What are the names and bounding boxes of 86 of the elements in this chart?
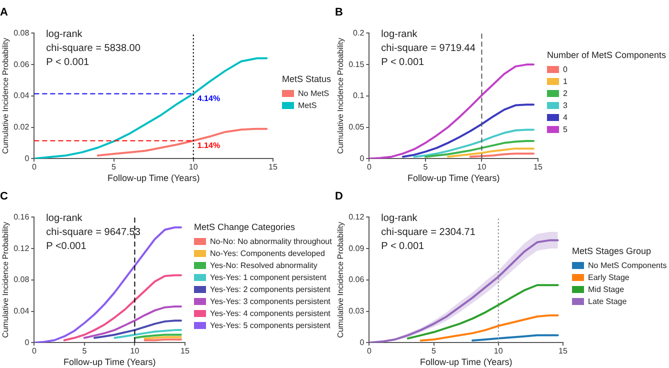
legend-title: MetS Change Categories	[194, 220, 296, 232]
legend-label: 2	[563, 88, 568, 100]
y-tick-label: 0.06	[348, 275, 365, 284]
legend-label: 5	[563, 124, 568, 136]
annotation: P <0.001	[46, 240, 87, 252]
annotation: P < 0.001	[381, 240, 425, 252]
x-axis-title: Follow-up Time (Years)	[407, 173, 500, 184]
legend-label: No-Yes: Components developed	[210, 248, 325, 260]
y-tick-label: 0.2	[353, 28, 365, 38]
legend-label: 1	[563, 76, 568, 88]
x-tick-label: 5	[112, 162, 117, 172]
y-tick-label: 0.15	[348, 60, 365, 69]
x-tick-label: 5	[423, 162, 428, 172]
legend-title: Number of MetS Components	[547, 48, 666, 60]
x-tick-label: 10	[477, 162, 487, 172]
legend-label: 0	[563, 64, 568, 76]
chart-title: B	[335, 6, 343, 19]
legend-label: MetS	[298, 100, 317, 112]
y-tick-label: 0.1	[353, 91, 365, 100]
x-tick-label: 10	[188, 162, 198, 172]
chart-title: C	[0, 190, 8, 203]
annotation: chi-square = 5838.00	[46, 42, 141, 54]
ref-line-label: 1.14%	[197, 140, 220, 150]
y-tick-label: 0.05	[348, 122, 365, 132]
annotation: chi-square = 9647.53	[46, 226, 141, 238]
x-tick-label: 15	[268, 162, 278, 172]
x-tick-label: 5	[82, 346, 88, 356]
annotation: log-rank	[46, 212, 84, 224]
annotation: log-rank	[46, 28, 84, 40]
annotation: P < 0.001	[46, 56, 90, 68]
y-tick-label: 0.12	[14, 244, 30, 253]
legend-label: Late Stage	[588, 296, 627, 308]
x-tick-label: 0	[32, 346, 37, 356]
y-tick-label: 0.06	[14, 60, 30, 69]
legend-label: 3	[563, 100, 568, 112]
legend-label: Yes-Yes: 3 components persistent	[210, 296, 330, 308]
x-tick-label: 10	[494, 346, 504, 356]
annotation: chi-square = 2304.71	[381, 226, 476, 238]
y-tick-label: 0.16	[14, 212, 30, 222]
y-tick-label: 0.08	[14, 28, 30, 38]
ref-line-label: 4.14%	[197, 94, 220, 103]
y-axis-title: Cumulative Incidence Probability	[1, 222, 10, 338]
chart-title: A	[0, 6, 8, 19]
y-tick-label: 0.09	[348, 244, 365, 253]
legend-label: Early Stage	[588, 272, 630, 284]
chart-title: D	[335, 190, 343, 203]
legend-label: No-No: No abnormality throughout	[210, 236, 332, 248]
legend-label: Mid Stage	[588, 284, 624, 296]
x-axis-title: Follow-up Time (Years)	[420, 357, 512, 368]
y-tick-label: 0.03	[348, 306, 365, 316]
annotation: log-rank	[381, 28, 418, 40]
x-tick-label: 15	[180, 346, 190, 356]
x-axis-title: Follow-up Time (Years)	[63, 357, 156, 368]
x-tick-label: 15	[558, 346, 568, 356]
y-tick-label: 0	[360, 154, 365, 163]
legend-label: Yes-Yes: 4 components persistent	[210, 308, 330, 320]
y-tick-label: 0	[360, 338, 365, 347]
annotation: chi-square = 9719.44	[381, 42, 476, 54]
x-tick-label: 10	[130, 346, 140, 356]
x-tick-label: 0	[366, 162, 372, 172]
y-tick-label: 0.02	[14, 122, 30, 132]
annotation: log-rank	[381, 212, 418, 224]
y-tick-label: 0.08	[14, 275, 30, 284]
x-tick-label: 0	[366, 346, 372, 356]
x-axis-title: Follow-up Time (Years)	[107, 173, 200, 184]
x-tick-label: 15	[534, 162, 543, 172]
y-tick-label: 0.12	[348, 212, 365, 222]
legend-label: Yes-Yes: 5 components persistent	[210, 320, 330, 332]
legend-label: Yes-No: Resolved abnormality	[210, 260, 318, 272]
annotation: P < 0.001	[381, 56, 425, 68]
y-axis-title: Cumulative Incidence Probability	[336, 222, 346, 338]
y-tick-label: 0	[24, 338, 30, 347]
y-axis-title: Cumulative Incidence Probability	[336, 38, 346, 154]
y-tick-label: 0	[24, 154, 30, 163]
legend-title: MetS Stages Group	[572, 244, 652, 256]
y-tick-label: 0.04	[14, 306, 30, 316]
legend-label: No MetS Components	[588, 260, 667, 272]
x-tick-label: 0	[32, 162, 37, 172]
y-axis-title: Cumulative Incidence Probability	[1, 38, 10, 154]
legend-title: MetS Status	[282, 72, 332, 84]
y-tick-label: 0.04	[14, 91, 30, 100]
legend-label: Yes-Yes: 2 components persistent	[210, 284, 330, 296]
legend-label: No MetS	[298, 88, 330, 100]
legend-label: 4	[563, 112, 568, 124]
x-tick-label: 5	[432, 346, 437, 356]
legend-label: Yes-Yes: 1 component persistent	[210, 272, 326, 284]
